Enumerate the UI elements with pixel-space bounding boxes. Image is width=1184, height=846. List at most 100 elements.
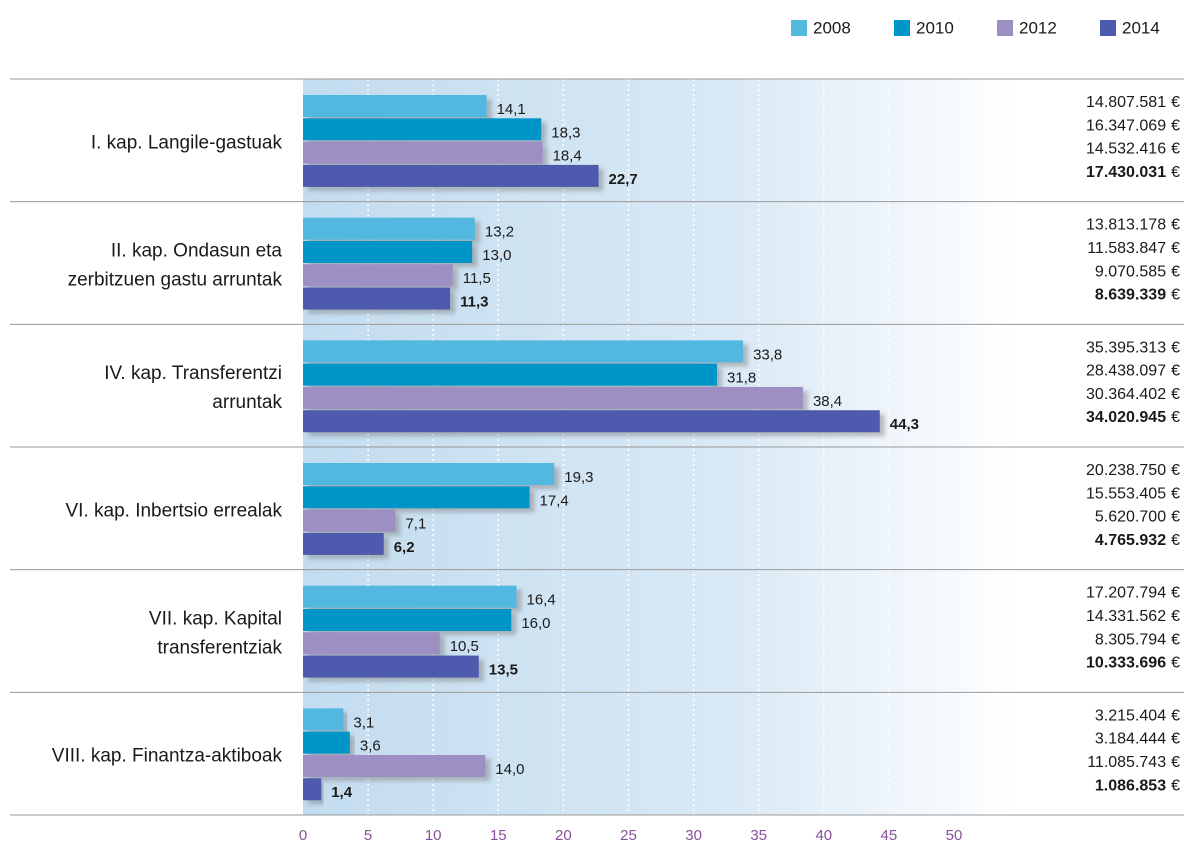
x-tick-label: 50 [946,827,963,844]
amount-number: 3.184.444 [1095,731,1166,748]
bar [303,287,451,310]
category-label: I. kap. Langile-gastuak [91,132,283,153]
currency: € [1171,141,1180,158]
amount-label: 20.238.750 € [1086,462,1180,479]
currency: € [1171,240,1180,257]
amount-label: 11.583.847 € [1087,240,1180,257]
x-tick-label: 20 [555,827,572,844]
bar [303,95,487,117]
value-label: 10,5 [450,638,479,655]
bar [303,118,542,141]
value-label: 3,6 [360,738,381,755]
value-label: 14,0 [495,761,524,778]
x-tick-label: 15 [490,827,507,844]
currency: € [1171,164,1180,181]
amount-number: 15.553.405 [1086,486,1166,503]
bar [303,340,744,363]
category-label: VII. kap. Kapital [149,609,282,630]
value-label: 18,3 [551,124,580,141]
amount-label: 14.331.562 € [1086,608,1180,625]
x-tick-label: 40 [815,827,832,844]
amount-label: 28.438.097 € [1086,363,1180,380]
amount-label: 10.333.696 € [1086,655,1180,672]
currency: € [1171,608,1180,625]
value-label: 22,7 [609,171,638,188]
amount-number: 11.085.743 [1087,754,1166,771]
amount-number: 1.086.853 [1095,777,1166,794]
currency: € [1171,340,1180,357]
bar [303,363,718,386]
amount-label: 17.207.794 € [1086,585,1180,602]
legend-swatch [997,20,1013,36]
amount-label: 15.553.405 € [1086,486,1180,503]
bar [303,486,530,509]
x-tick-label: 45 [881,827,898,844]
value-label: 13,0 [482,247,511,264]
value-label: 13,2 [485,224,514,241]
amount-number: 13.813.178 [1086,217,1166,234]
currency: € [1171,509,1180,526]
amount-label: 3.215.404 € [1095,708,1180,725]
amount-label: 14.532.416 € [1086,141,1180,158]
amount-label: 11.085.743 € [1087,754,1180,771]
amount-number: 28.438.097 [1086,363,1166,380]
x-tick-label: 25 [620,827,637,844]
currency: € [1171,532,1180,549]
value-label: 13,5 [489,662,518,679]
bar [303,585,517,608]
x-tick-label: 30 [685,827,702,844]
bar [303,509,396,532]
amount-number: 4.765.932 [1095,532,1166,549]
value-label: 16,0 [521,615,550,632]
value-label: 17,4 [540,492,569,509]
amount-label: 16.347.069 € [1086,118,1180,135]
value-label: 44,3 [890,416,919,433]
currency: € [1171,118,1180,135]
amount-label: 17.430.031 € [1086,164,1180,181]
currency: € [1171,708,1180,725]
amount-number: 8.305.794 [1095,631,1166,648]
bar [303,240,473,263]
value-label: 31,8 [727,370,756,387]
legend-swatch [894,20,910,36]
amount-number: 16.347.069 [1086,118,1166,135]
bar [303,532,384,555]
value-label: 19,3 [564,469,593,486]
amount-number: 3.215.404 [1095,708,1166,725]
category-label: transferentziak [157,638,282,659]
currency: € [1171,585,1180,602]
currency: € [1171,363,1180,380]
category-label: zerbitzuen gastu arruntak [68,270,283,291]
value-label: 11,5 [463,270,491,287]
amount-number: 20.238.750 [1086,462,1166,479]
currency: € [1171,655,1180,672]
currency: € [1171,94,1180,111]
amount-label: 30.364.402 € [1086,386,1180,403]
x-tick-label: 5 [364,827,372,844]
currency: € [1171,731,1180,748]
legend-label: 2012 [1019,18,1057,37]
legend-label: 2008 [813,18,851,37]
category-label: arruntak [212,392,282,413]
category-label: VI. kap. Inbertsio errealak [66,500,283,521]
bar [303,410,880,433]
value-label: 14,1 [497,101,526,118]
category-label: IV. kap. Transferentzi [104,363,282,384]
bar [303,217,475,240]
x-tick-label: 0 [299,827,307,844]
amount-label: 35.395.313 € [1086,340,1180,357]
value-label: 16,4 [527,592,556,609]
amount-number: 14.532.416 [1086,141,1166,158]
legend-swatch [791,20,807,36]
bar [303,731,350,754]
amount-label: 3.184.444 € [1095,731,1180,748]
value-label: 6,2 [394,539,415,556]
amount-number: 30.364.402 [1086,386,1166,403]
currency: € [1171,287,1180,304]
legend-label: 2010 [916,18,954,37]
currency: € [1171,777,1180,794]
currency: € [1171,486,1180,503]
bar [303,608,512,631]
currency: € [1171,409,1180,426]
